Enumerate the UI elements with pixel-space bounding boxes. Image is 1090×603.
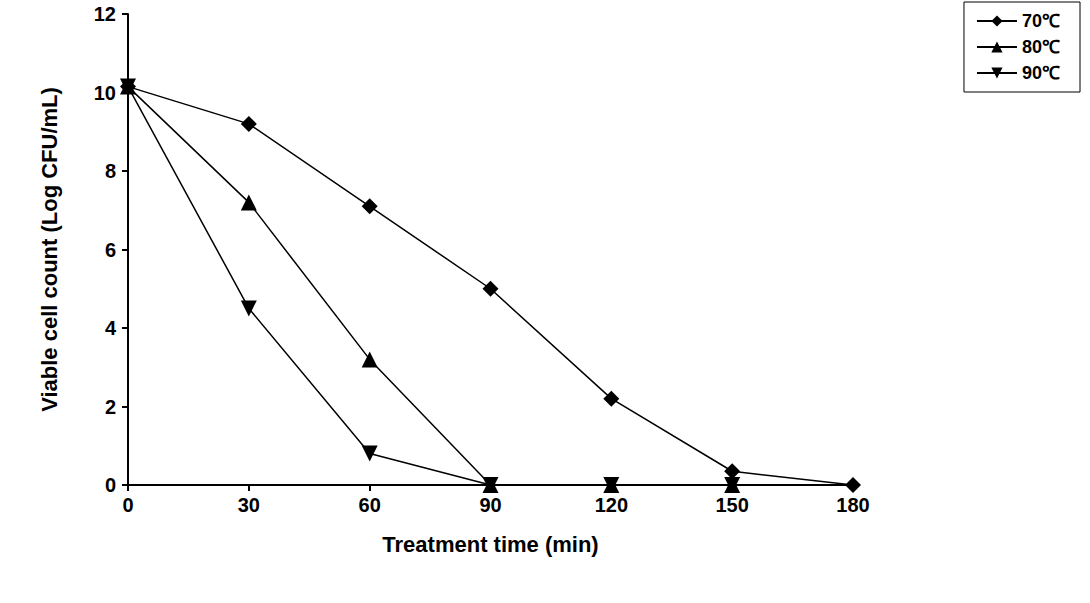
svg-text:150: 150 (715, 494, 748, 516)
svg-text:180: 180 (836, 494, 869, 516)
svg-text:70℃: 70℃ (1022, 11, 1060, 31)
svg-text:6: 6 (105, 239, 116, 261)
svg-text:8: 8 (105, 160, 116, 182)
svg-text:60: 60 (359, 494, 381, 516)
svg-text:Viable cell count (Log CFU/mL): Viable cell count (Log CFU/mL) (37, 87, 62, 412)
svg-text:12: 12 (94, 3, 116, 25)
svg-text:10: 10 (94, 82, 116, 104)
svg-text:120: 120 (595, 494, 628, 516)
svg-text:90℃: 90℃ (1022, 63, 1060, 83)
svg-text:90: 90 (479, 494, 501, 516)
svg-text:80℃: 80℃ (1022, 37, 1060, 57)
svg-text:0: 0 (105, 474, 116, 496)
svg-text:30: 30 (238, 494, 260, 516)
svg-text:Treatment time (min): Treatment time (min) (382, 532, 598, 557)
svg-text:0: 0 (122, 494, 133, 516)
svg-text:2: 2 (105, 396, 116, 418)
svg-text:4: 4 (105, 317, 117, 339)
